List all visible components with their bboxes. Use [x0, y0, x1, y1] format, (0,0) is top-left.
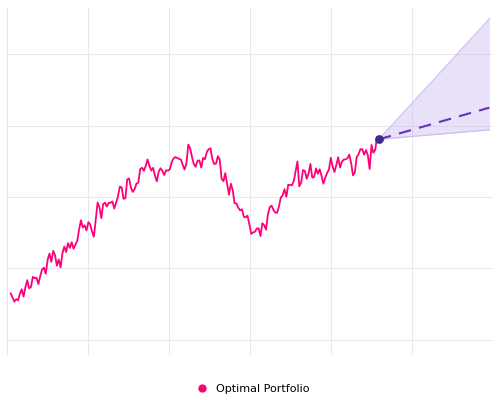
Point: [375, 136, 383, 142]
Legend: Optimal Portfolio: Optimal Portfolio: [186, 380, 314, 399]
